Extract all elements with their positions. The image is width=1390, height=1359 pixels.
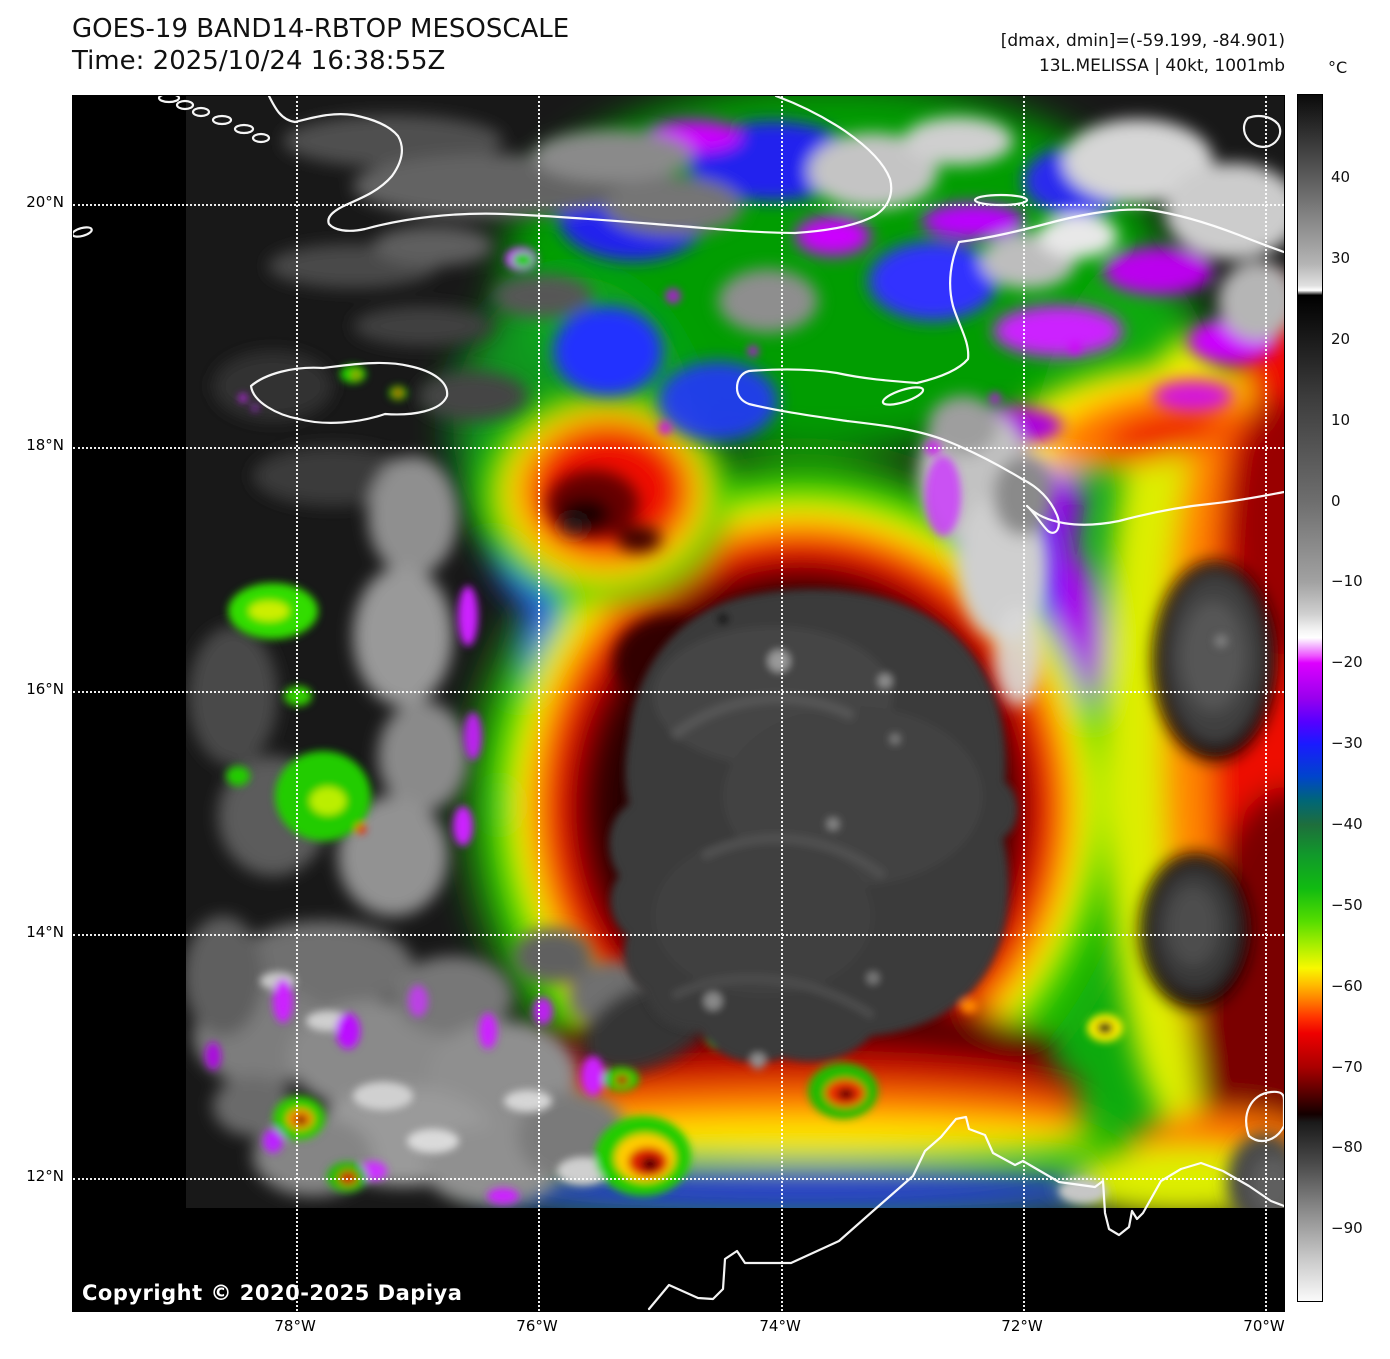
lon-tick-label: 76°W bbox=[516, 1317, 558, 1335]
colorbar-tick-label: −40 bbox=[1331, 814, 1363, 833]
gridline-lon bbox=[538, 96, 541, 1311]
lat-tick-label: 12°N bbox=[26, 1166, 64, 1185]
lat-tick-label: 14°N bbox=[26, 922, 64, 941]
gridline-lon bbox=[296, 96, 299, 1311]
gridline-lon bbox=[1264, 96, 1267, 1311]
lat-tick-label: 16°N bbox=[26, 679, 64, 698]
colorbar-tick-label: −70 bbox=[1331, 1057, 1363, 1076]
satellite-image bbox=[73, 96, 1284, 1311]
colorbar-tick-label: 10 bbox=[1331, 410, 1351, 429]
gridline-lon bbox=[781, 96, 784, 1311]
colorbar-unit-label: °C bbox=[1328, 58, 1348, 77]
colorbar-tick-label: −10 bbox=[1331, 572, 1363, 591]
lat-tick-label: 20°N bbox=[26, 193, 64, 211]
gridline-lat bbox=[73, 690, 1284, 693]
coastline-jamaica bbox=[249, 361, 449, 424]
colorbar-tick-label: −90 bbox=[1331, 1219, 1363, 1238]
colorbar-tick-label: −60 bbox=[1331, 976, 1363, 995]
colorbar-tick-label: 20 bbox=[1331, 329, 1351, 348]
page-title: GOES-19 BAND14-RBTOP MESOSCALE bbox=[72, 14, 570, 44]
lon-tick-label: 72°W bbox=[1001, 1317, 1043, 1335]
colorbar bbox=[1297, 94, 1323, 1302]
colorbar-tick-label: −20 bbox=[1331, 653, 1363, 672]
lon-tick-label: 70°W bbox=[1243, 1317, 1285, 1335]
gridline-lat bbox=[73, 447, 1284, 449]
coastline-hispaniola bbox=[735, 240, 1284, 534]
gridline-lat bbox=[73, 204, 1284, 206]
gridline-lat bbox=[73, 933, 1284, 936]
colorbar-tick-label: 0 bbox=[1331, 491, 1341, 510]
gridline-lon bbox=[1023, 96, 1026, 1311]
lon-tick-label: 74°W bbox=[759, 1317, 801, 1335]
colorbar-tick-label: −80 bbox=[1331, 1138, 1363, 1157]
lon-tick-label: 78°W bbox=[274, 1317, 316, 1335]
colorbar-gradient bbox=[1298, 95, 1322, 1301]
coastline-cayman-islet bbox=[73, 226, 93, 238]
timestamp: Time: 2025/10/24 16:38:55Z bbox=[72, 46, 446, 76]
dmax-dmin-readout: [dmax, dmin]=(-59.199, -84.901) bbox=[1000, 31, 1285, 51]
coastline-south-america bbox=[647, 1115, 1284, 1311]
colorbar-tick-label: −50 bbox=[1331, 895, 1363, 914]
coastline-cuba bbox=[267, 96, 893, 235]
gridline-lat bbox=[73, 1177, 1284, 1180]
coastline-inagua bbox=[1242, 114, 1282, 148]
colorbar-tick-label: 30 bbox=[1331, 248, 1351, 267]
plot-area bbox=[72, 95, 1285, 1312]
coastline-hispaniola-north bbox=[957, 208, 1284, 254]
copyright-text: Copyright © 2020-2025 Dapiya bbox=[82, 1281, 463, 1305]
colorbar-tick-label: 40 bbox=[1331, 168, 1351, 187]
colorbar-tick-label: −30 bbox=[1331, 734, 1363, 753]
storm-info: 13L.MELISSA | 40kt, 1001mb bbox=[1038, 56, 1285, 76]
coastlines bbox=[73, 96, 1284, 1311]
coastline-gonave bbox=[881, 386, 925, 406]
coastline-paraguana bbox=[1245, 1090, 1284, 1143]
lat-tick-label: 18°N bbox=[26, 436, 64, 454]
